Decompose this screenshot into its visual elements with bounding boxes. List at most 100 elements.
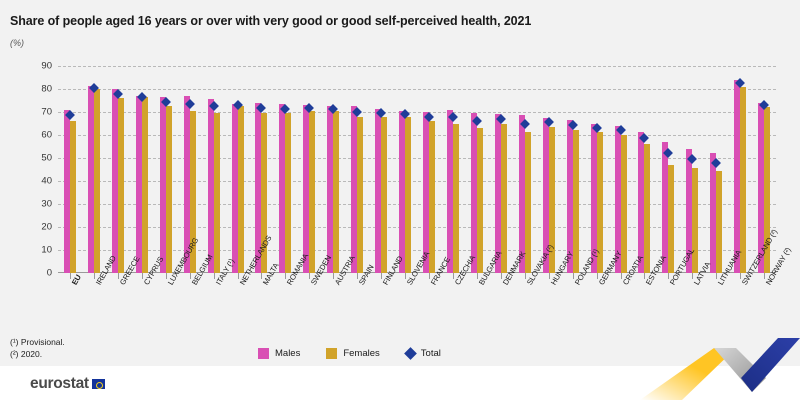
total-marker-diamond[interactable] [495,113,506,124]
bar-females[interactable] [237,106,244,273]
bar-males[interactable] [63,109,70,273]
legend-item[interactable]: Males [258,348,300,359]
bar-males[interactable] [231,103,238,273]
bar-group[interactable] [752,66,776,273]
bar-males[interactable] [111,89,118,273]
bar-females[interactable] [213,113,220,273]
bar-males[interactable] [135,95,142,273]
bar-females[interactable] [548,126,555,273]
total-marker-diamond[interactable] [639,133,650,143]
bar-females[interactable] [309,110,316,273]
total-marker-diamond[interactable] [591,122,602,133]
bar-females[interactable] [141,97,148,273]
bar-males[interactable] [303,105,310,273]
total-marker-diamond[interactable] [136,91,147,102]
bar-females[interactable] [357,116,364,273]
bar-males[interactable] [87,86,94,273]
total-marker-diamond[interactable] [663,148,674,159]
bar-females[interactable] [189,110,196,273]
bar-group[interactable] [58,66,82,273]
bar-males[interactable] [279,103,286,273]
total-marker-diamond[interactable] [735,78,746,89]
bar-males[interactable] [590,123,597,273]
bar-group[interactable] [728,66,752,273]
bar-group[interactable] [561,66,585,273]
legend-item[interactable]: Females [326,348,380,359]
bar-males[interactable] [638,131,645,273]
total-marker-diamond[interactable] [304,103,315,114]
bar-males[interactable] [327,106,334,273]
total-marker-diamond[interactable] [160,96,171,107]
bar-group[interactable] [226,66,250,273]
bar-group[interactable] [704,66,728,273]
bar-females[interactable] [69,121,76,273]
bar-females[interactable] [524,131,531,273]
total-marker-diamond[interactable] [352,106,363,117]
total-marker-diamond[interactable] [376,107,387,118]
bar-females[interactable] [261,113,268,273]
bar-females[interactable] [644,144,651,273]
bar-group[interactable] [489,66,513,273]
total-marker-diamond[interactable] [519,118,530,129]
total-marker-diamond[interactable] [424,111,434,122]
bar-females[interactable] [429,121,436,273]
bar-group[interactable] [369,66,393,273]
bar-group[interactable] [130,66,154,273]
bar-group[interactable] [633,66,657,273]
bar-males[interactable] [446,109,453,273]
total-marker-diamond[interactable] [687,154,698,165]
bar-males[interactable] [494,114,501,273]
total-marker-diamond[interactable] [567,120,578,131]
bar-females[interactable] [285,113,292,273]
bar-group[interactable] [250,66,274,273]
total-marker-diamond[interactable] [759,100,770,111]
bar-males[interactable] [734,79,741,273]
bar-males[interactable] [518,115,525,273]
bar-group[interactable] [178,66,202,273]
bar-males[interactable] [710,153,717,273]
bar-group[interactable] [202,66,226,273]
bar-group[interactable] [513,66,537,273]
bar-females[interactable] [668,164,675,273]
bar-females[interactable] [381,116,388,273]
total-marker-diamond[interactable] [88,82,99,93]
legend-item[interactable]: Total [403,347,441,360]
bar-females[interactable] [476,128,483,273]
bar-group[interactable] [537,66,561,273]
bar-females[interactable] [716,170,723,273]
total-marker-diamond[interactable] [543,117,554,128]
bar-females[interactable] [620,135,627,273]
bar-group[interactable] [585,66,609,273]
total-marker-diamond[interactable] [256,103,267,114]
bar-group[interactable] [609,66,633,273]
bar-males[interactable] [423,112,430,273]
bar-females[interactable] [333,110,340,273]
bar-females[interactable] [117,98,124,273]
bar-males[interactable] [207,99,214,273]
bar-males[interactable] [159,97,166,273]
total-marker-diamond[interactable] [65,110,75,121]
total-marker-diamond[interactable] [184,98,195,109]
bar-group[interactable] [273,66,297,273]
bar-group[interactable] [680,66,704,273]
bar-females[interactable] [764,107,771,273]
bar-females[interactable] [500,123,507,273]
bar-females[interactable] [93,89,100,273]
bar-females[interactable] [572,130,579,273]
bar-females[interactable] [452,123,459,273]
total-marker-diamond[interactable] [615,125,626,136]
total-marker-diamond[interactable] [448,111,458,122]
bar-group[interactable] [345,66,369,273]
total-marker-diamond[interactable] [400,108,411,119]
bar-males[interactable] [351,106,358,273]
bar-group[interactable] [297,66,321,273]
bar-males[interactable] [183,95,190,273]
bar-males[interactable] [470,113,477,273]
total-marker-diamond[interactable] [280,103,291,114]
bar-males[interactable] [255,102,262,273]
bar-females[interactable] [740,86,747,273]
bar-group[interactable] [441,66,465,273]
bar-females[interactable] [165,106,172,273]
total-marker-diamond[interactable] [208,101,219,112]
bar-group[interactable] [154,66,178,273]
